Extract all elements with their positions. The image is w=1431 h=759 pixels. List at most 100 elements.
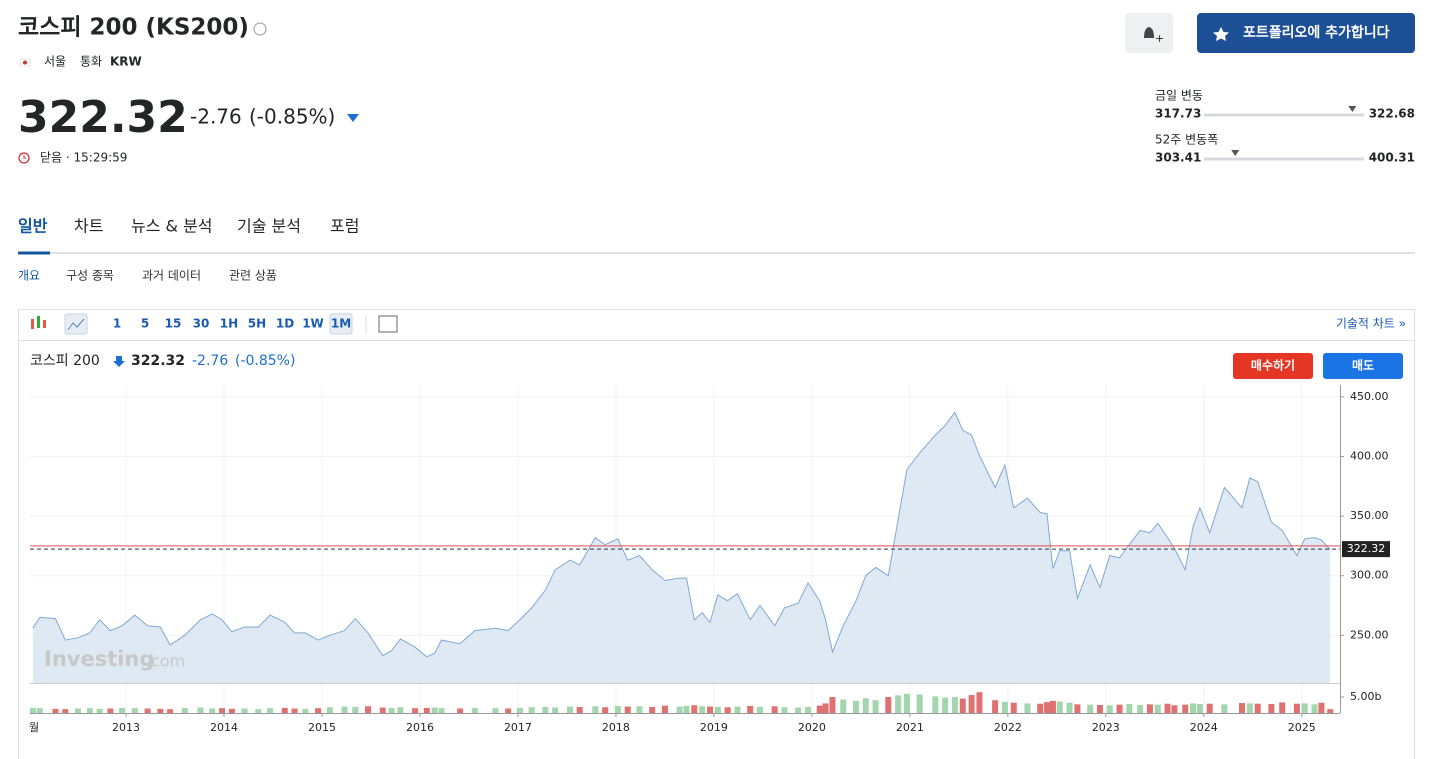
volume-bar: [1106, 705, 1113, 713]
volume-bar: [1268, 704, 1275, 713]
sell-label[interactable]: 매도: [1352, 358, 1374, 373]
buy-button[interactable]: [1233, 353, 1313, 379]
flag-dot: [23, 60, 27, 65]
volume-bar: [1037, 703, 1044, 713]
range-label: 52주 변동폭: [1155, 133, 1218, 147]
interval-button[interactable]: 1: [113, 317, 121, 331]
y-tick-label: 250.00: [1350, 628, 1389, 641]
volume-bar: [1146, 704, 1153, 713]
volume-bar: [795, 707, 802, 713]
sub-tab[interactable]: 과거 데이터: [142, 269, 201, 283]
volume-bar: [1190, 703, 1197, 713]
volume-bar: [614, 705, 621, 713]
interval-button[interactable]: 5H: [248, 317, 266, 331]
interval-button[interactable]: 1M: [331, 317, 351, 331]
x-tick-label: 2018: [602, 721, 630, 734]
volume-bar: [822, 703, 829, 713]
volume-bar: [624, 706, 631, 713]
volume-bar: [1301, 703, 1308, 713]
x-tick-label: 2025: [1288, 721, 1316, 734]
volume-bar: [976, 692, 983, 713]
volume-bar: [829, 696, 836, 713]
chart-frame: [18, 309, 1415, 759]
volume-bar: [1254, 703, 1261, 713]
volume-bar: [1164, 703, 1171, 713]
interval-button[interactable]: 5: [141, 317, 149, 331]
volume-bar: [1154, 704, 1161, 713]
volume-bar: [241, 708, 248, 713]
volume-bar: [144, 708, 151, 713]
volume-bar: [1327, 709, 1334, 713]
clock-hand: [23, 155, 26, 159]
volume-bar: [1246, 703, 1253, 713]
volume-bar: [1049, 700, 1056, 713]
volume-bar: [315, 708, 322, 713]
sub-tab[interactable]: 구성 종목: [66, 269, 114, 283]
x-tick-label: 2017: [504, 721, 532, 734]
volume-bar: [781, 707, 788, 713]
range-marker: [1231, 150, 1240, 156]
volume-bar: [714, 706, 721, 713]
exchange: 서울: [44, 55, 66, 69]
price-area: [32, 412, 1331, 683]
interval-button[interactable]: 1W: [302, 317, 324, 331]
volume-bar: [552, 707, 559, 713]
legend-name: 코스피 200: [30, 353, 100, 369]
y-tick-label: 350.00: [1350, 509, 1389, 522]
currency: KRW: [110, 55, 142, 69]
sub-tab[interactable]: 개요: [18, 269, 40, 283]
sub-tab[interactable]: 관련 상품: [229, 269, 277, 283]
interval-button[interactable]: 15: [165, 317, 182, 331]
volume-bar: [734, 706, 741, 713]
buy-label[interactable]: 매수하기: [1251, 358, 1295, 373]
main-tab[interactable]: 뉴스 & 분석: [131, 217, 213, 236]
candle-icon[interactable]: [31, 316, 46, 329]
volume-bar: [602, 707, 609, 713]
volume-bar: [683, 705, 690, 713]
sell-button[interactable]: [1323, 353, 1403, 379]
legend-arrow: [113, 356, 125, 367]
volume-tick-label: 5.00b: [1350, 690, 1381, 703]
volume-bar: [992, 700, 999, 713]
volume-bar: [916, 694, 923, 713]
price: 322.32: [18, 92, 188, 143]
line-chart-button[interactable]: [64, 313, 88, 335]
info-icon[interactable]: [253, 22, 267, 36]
volume-bar: [528, 707, 535, 713]
main-tab[interactable]: 차트: [74, 217, 103, 236]
volume-bar: [181, 707, 188, 713]
volume-bar: [566, 706, 573, 713]
main-tab[interactable]: 포럼: [330, 217, 359, 236]
line-icon: [67, 318, 85, 331]
y-tick-label: 400.00: [1350, 450, 1389, 463]
last-price-tag: [1342, 541, 1390, 558]
interval-button[interactable]: 1H: [220, 317, 238, 331]
clock-icon: [18, 152, 30, 164]
volume-bar: [397, 707, 404, 713]
legend-change: -2.76: [192, 353, 228, 369]
volume-bar: [706, 706, 713, 713]
volume-bar: [804, 706, 811, 713]
price-change-pct: (-0.85%): [249, 105, 335, 129]
main-tab[interactable]: 일반: [18, 217, 48, 236]
portfolio-button-label[interactable]: 포트폴리오에 추가합니다: [1243, 24, 1390, 41]
volume-bar: [903, 693, 910, 713]
main-tab[interactable]: 기술 분석: [237, 217, 301, 236]
volume-bar: [516, 707, 523, 713]
portfolio-button[interactable]: [1197, 13, 1415, 53]
layout-icon[interactable]: [378, 315, 398, 333]
volume-bar: [62, 709, 69, 713]
advanced-chart-link[interactable]: 기술적 차트 »: [1336, 317, 1406, 331]
range-marker: [1348, 106, 1357, 112]
interval-button[interactable]: 1D: [276, 317, 294, 331]
volume-bar: [267, 708, 274, 713]
instrument-title: 코스피 200 (KS200): [18, 15, 249, 41]
x-tick-label: 2019: [700, 721, 728, 734]
volume-bar: [872, 700, 879, 713]
volume-bar: [197, 707, 204, 713]
volume-bar: [438, 708, 445, 713]
interval-button[interactable]: 30: [193, 317, 210, 331]
volume-bar: [1311, 704, 1318, 713]
volume-bar: [576, 706, 583, 713]
